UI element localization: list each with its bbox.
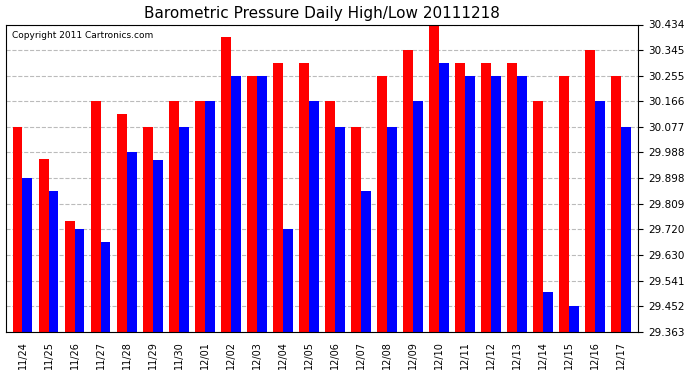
Bar bbox=[205, 101, 215, 332]
Bar bbox=[283, 230, 293, 332]
Bar bbox=[569, 306, 579, 332]
Bar bbox=[465, 76, 475, 332]
Bar bbox=[299, 63, 309, 332]
Bar bbox=[309, 101, 319, 332]
Bar bbox=[518, 76, 527, 332]
Bar bbox=[455, 63, 465, 332]
Bar bbox=[491, 76, 501, 332]
Bar bbox=[65, 221, 75, 332]
Bar bbox=[75, 230, 84, 332]
Bar bbox=[533, 101, 543, 332]
Bar bbox=[361, 191, 371, 332]
Text: Copyright 2011 Cartronics.com: Copyright 2011 Cartronics.com bbox=[12, 31, 153, 40]
Bar bbox=[611, 76, 621, 332]
Bar bbox=[48, 191, 59, 332]
Bar bbox=[127, 153, 137, 332]
Bar bbox=[387, 127, 397, 332]
Bar bbox=[169, 101, 179, 332]
Bar bbox=[230, 76, 241, 332]
Bar bbox=[560, 76, 569, 332]
Bar bbox=[101, 242, 110, 332]
Bar bbox=[377, 76, 387, 332]
Bar bbox=[23, 178, 32, 332]
Bar bbox=[39, 159, 48, 332]
Bar bbox=[403, 50, 413, 332]
Bar bbox=[413, 101, 423, 332]
Bar bbox=[335, 127, 345, 332]
Bar bbox=[117, 114, 127, 332]
Bar bbox=[429, 24, 439, 332]
Bar bbox=[257, 76, 267, 332]
Bar bbox=[325, 101, 335, 332]
Title: Barometric Pressure Daily High/Low 20111218: Barometric Pressure Daily High/Low 20111… bbox=[144, 6, 500, 21]
Bar bbox=[179, 127, 188, 332]
Bar bbox=[221, 37, 230, 332]
Bar bbox=[439, 63, 449, 332]
Bar bbox=[481, 63, 491, 332]
Bar bbox=[152, 160, 163, 332]
Bar bbox=[195, 101, 205, 332]
Bar bbox=[351, 127, 361, 332]
Bar bbox=[507, 63, 518, 332]
Bar bbox=[585, 50, 595, 332]
Bar bbox=[143, 127, 152, 332]
Bar bbox=[12, 127, 23, 332]
Bar bbox=[247, 76, 257, 332]
Bar bbox=[273, 63, 283, 332]
Bar bbox=[621, 127, 631, 332]
Bar bbox=[595, 101, 605, 332]
Bar bbox=[90, 101, 101, 332]
Bar bbox=[543, 292, 553, 332]
